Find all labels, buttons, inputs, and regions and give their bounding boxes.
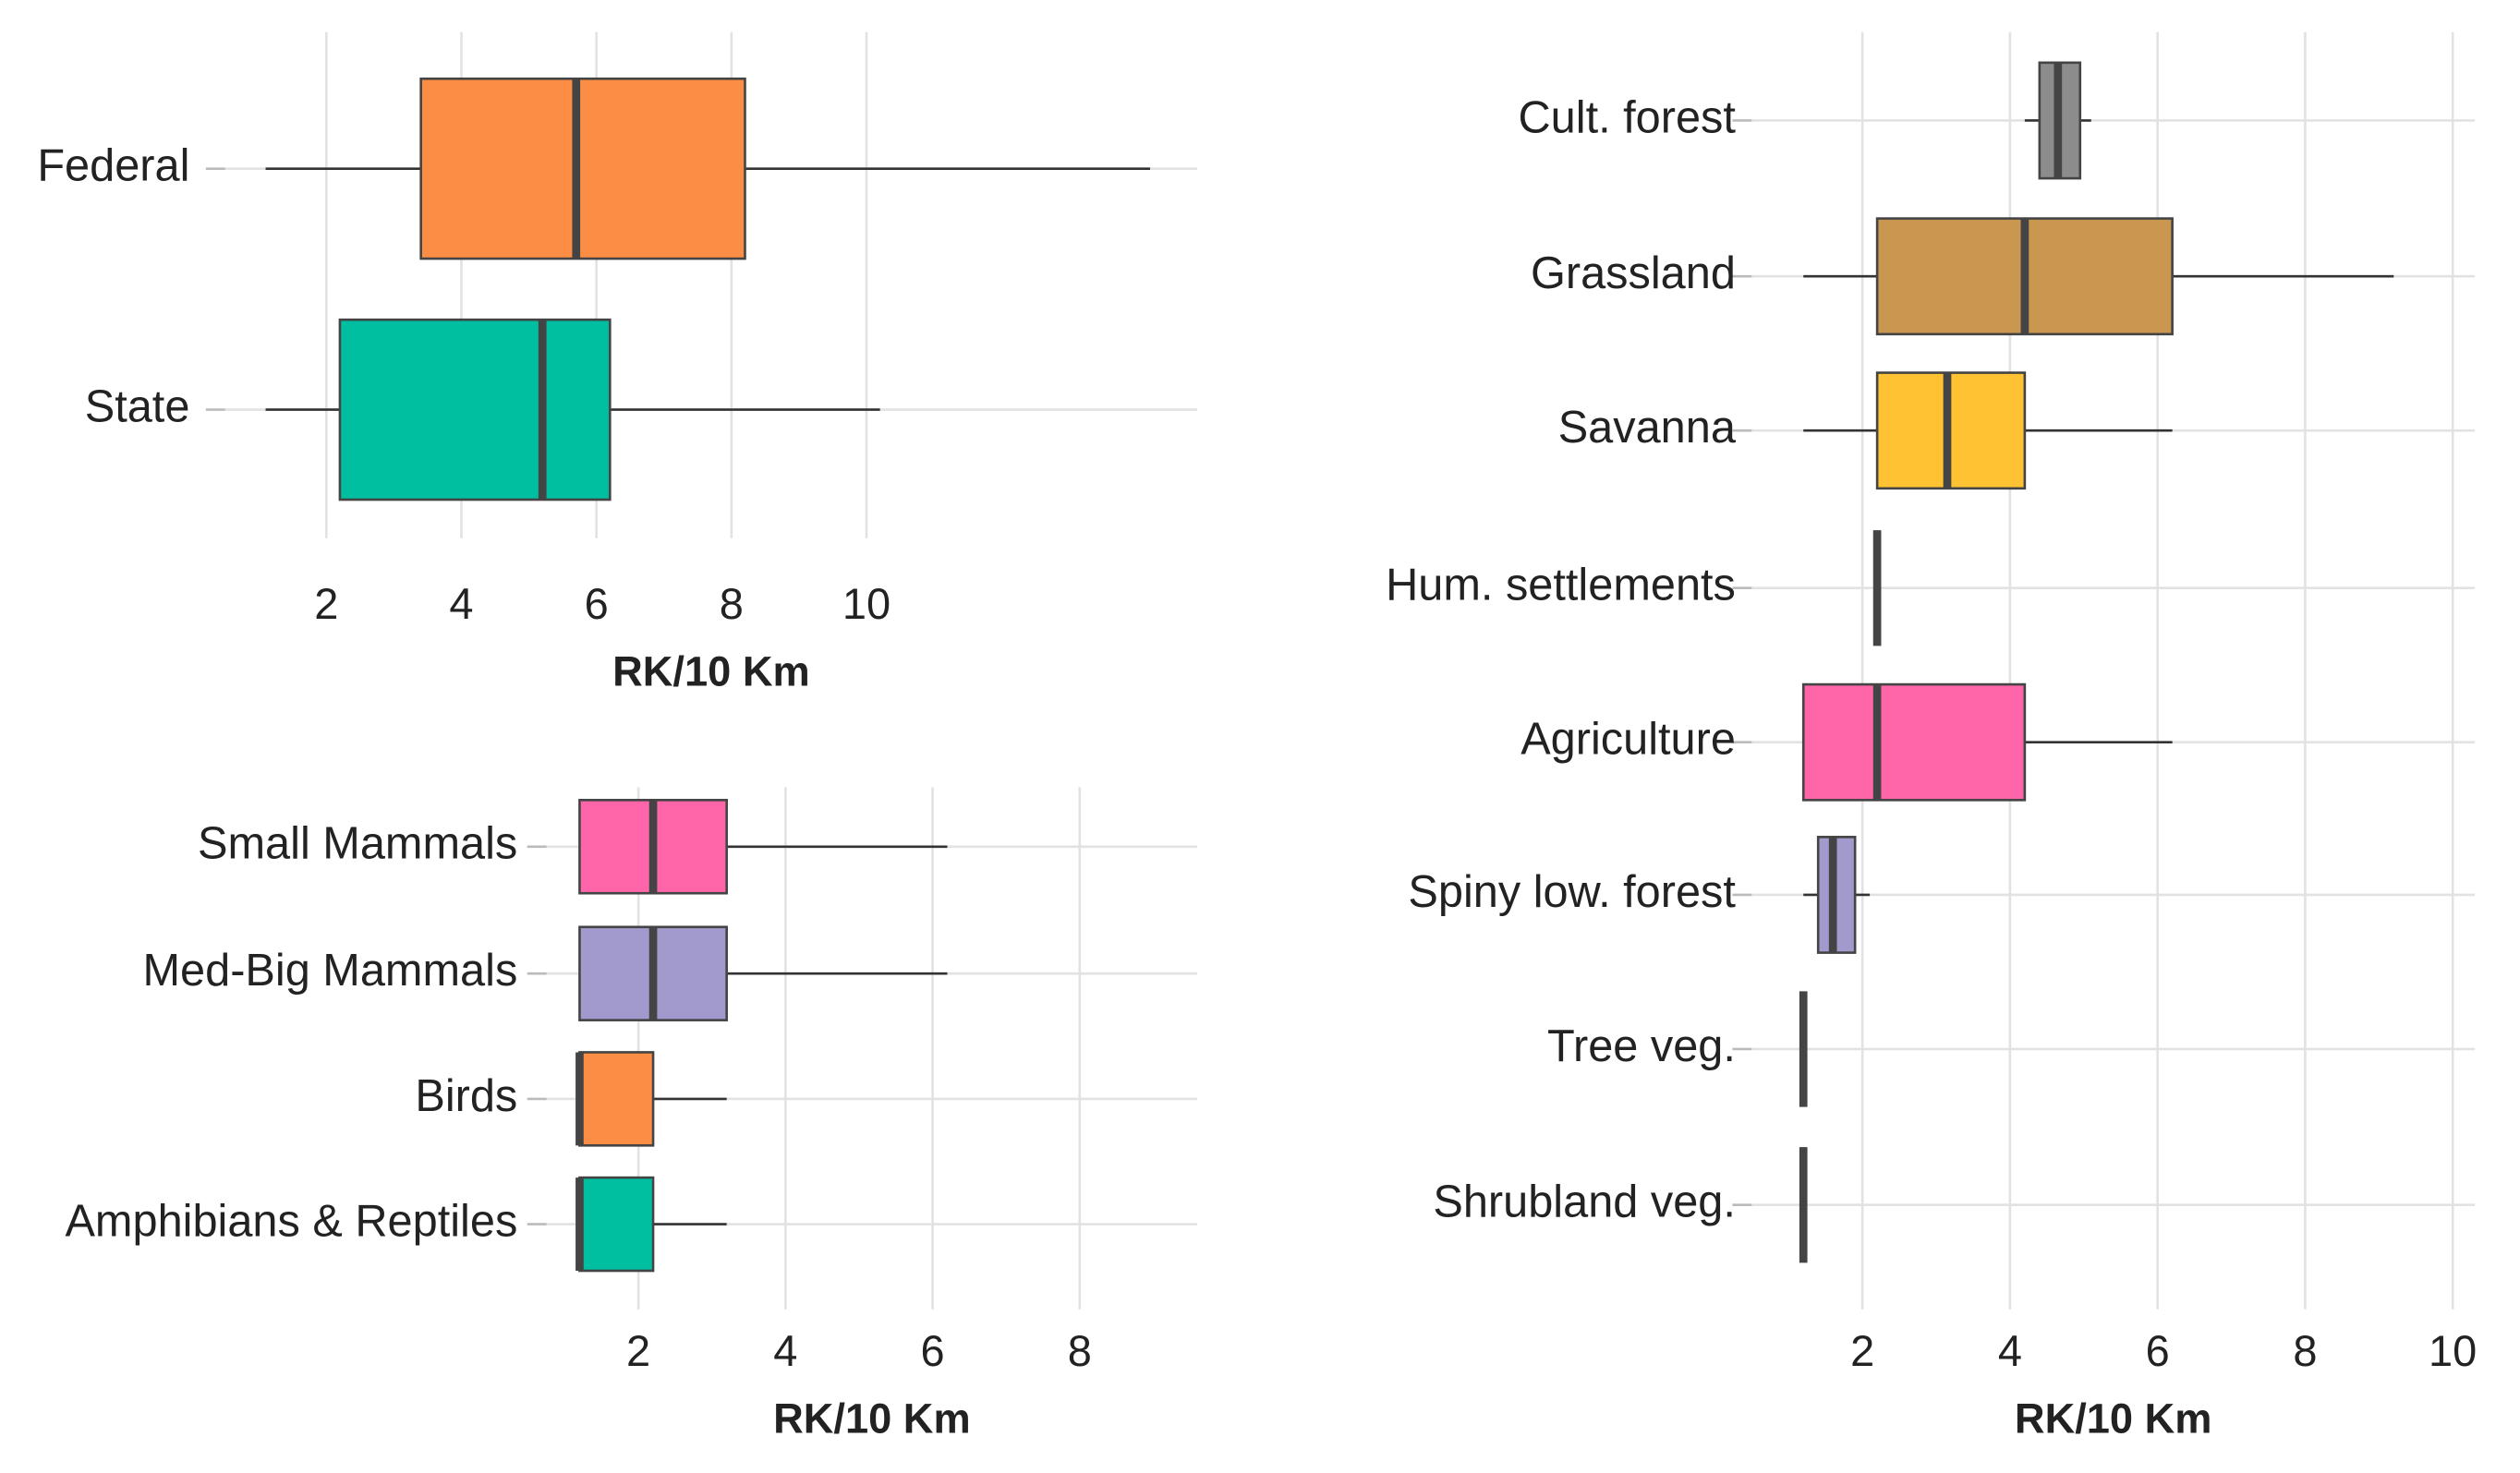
category-label: Hum. settlements: [1386, 561, 1736, 610]
category-label: State: [85, 381, 190, 431]
category-label: Savanna: [1558, 403, 1737, 453]
x-tick-label: 8: [720, 579, 744, 628]
category-label: Cult. forest: [1519, 92, 1737, 142]
category-label: Shrubland veg.: [1433, 1177, 1736, 1227]
x-axis-title: RK/10 Km: [2015, 1395, 2212, 1443]
x-tick-label: 2: [1850, 1326, 1874, 1375]
x-tick-label: 4: [773, 1326, 797, 1375]
x-axis-title: RK/10 Km: [773, 1395, 971, 1443]
x-tick-label: 4: [449, 579, 473, 628]
x-tick-label: 6: [2146, 1326, 2170, 1375]
box: [1801, 682, 2027, 802]
x-axis-title: RK/10 Km: [612, 648, 810, 695]
category-label: Agriculture: [1520, 715, 1736, 765]
box: [338, 318, 612, 501]
category-label: Med-Big Mammals: [142, 946, 517, 996]
category-label: Grassland: [1531, 248, 1736, 298]
x-tick-label: 8: [1068, 1326, 1092, 1375]
x-tick-label: 10: [842, 579, 890, 628]
box: [419, 77, 746, 260]
x-tick-label: 8: [2293, 1326, 2317, 1375]
x-tick-label: 10: [2429, 1326, 2477, 1375]
box: [578, 1051, 655, 1147]
box: [578, 1176, 655, 1273]
category-label: Small Mammals: [198, 819, 517, 869]
category-label: Tree veg.: [1547, 1021, 1736, 1071]
category-label: Birds: [415, 1071, 517, 1121]
category-label: Spiny low. forest: [1408, 867, 1736, 917]
x-tick-label: 2: [314, 579, 338, 628]
x-tick-label: 6: [585, 579, 609, 628]
category-label: Federal: [37, 141, 189, 191]
x-tick-label: 2: [626, 1326, 650, 1375]
x-tick-label: 6: [921, 1326, 945, 1375]
x-tick-label: 4: [1998, 1326, 2022, 1375]
category-label: Amphibians & Reptiles: [65, 1196, 517, 1246]
